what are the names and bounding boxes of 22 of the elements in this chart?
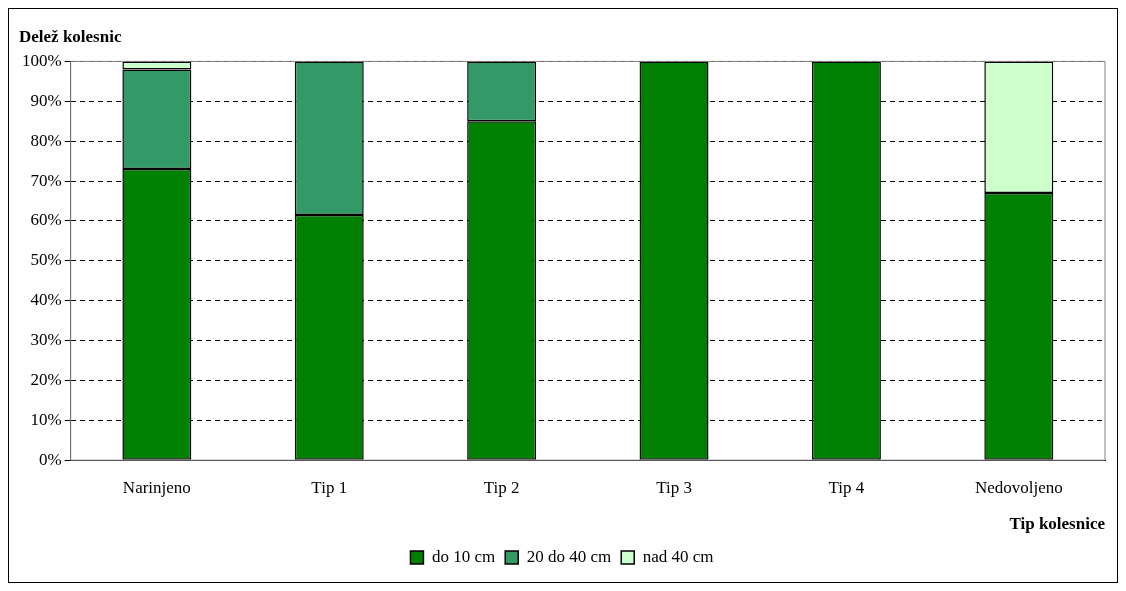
- x-tick-label: Nedovoljeno: [974, 477, 1063, 497]
- y-tick-label: 80%: [30, 130, 62, 150]
- y-tick-label: 40%: [30, 290, 62, 310]
- legend-label: nad 40 cm: [642, 546, 714, 566]
- x-tick-label: Tip 4: [828, 477, 865, 497]
- x-tick-label: Tip 2: [483, 477, 520, 497]
- chart-title: Delež kolesnic: [19, 26, 122, 46]
- y-tick-label: 60%: [30, 210, 62, 230]
- y-tick-label: 20%: [30, 369, 62, 389]
- y-tick-label: 10%: [30, 409, 62, 429]
- y-tick-label: 0%: [38, 449, 62, 469]
- legend-label: do 10 cm: [431, 546, 496, 566]
- x-tick-label: Tip 3: [656, 477, 692, 497]
- x-axis-title: Tip kolesnice: [1009, 514, 1106, 534]
- x-tick-label: Narinjeno: [122, 477, 191, 497]
- y-tick-label: 50%: [30, 250, 62, 270]
- x-tick-label: Tip 1: [311, 477, 348, 497]
- y-tick-label: 30%: [30, 330, 62, 350]
- y-tick-label: 100%: [21, 50, 62, 70]
- y-tick-label: 70%: [30, 170, 62, 190]
- y-tick-label: 90%: [30, 90, 62, 110]
- legend-label: 20 do 40 cm: [526, 546, 612, 566]
